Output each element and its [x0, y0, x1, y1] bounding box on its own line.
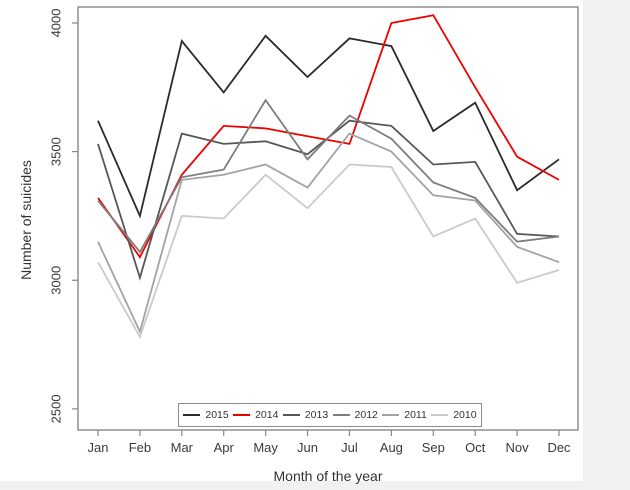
- legend-line-sample: [233, 414, 251, 416]
- x-tick-label: May: [253, 440, 278, 455]
- x-tick-label: Dec: [547, 440, 571, 455]
- y-tick-label: 3500: [49, 137, 64, 166]
- series-line-2015: [97, 34, 560, 219]
- legend-label: 2013: [304, 408, 329, 421]
- y-tick-label: 3000: [49, 266, 64, 295]
- legend-line-sample: [282, 414, 300, 416]
- series-line-2013: [97, 119, 560, 281]
- legend-entry-2015: 2015: [183, 408, 229, 421]
- legend-entry-2014: 2014: [233, 410, 278, 421]
- x-tick-label: Jun: [297, 440, 318, 455]
- y-axis-title: Number of suicides: [18, 160, 34, 280]
- x-tick-label: Mar: [171, 440, 194, 455]
- legend-label: 2012: [354, 408, 378, 421]
- legend-line-sample: [382, 414, 400, 416]
- series-line-2014: [97, 14, 560, 259]
- x-tick-label: Sep: [422, 440, 445, 455]
- legend-line-sample: [332, 414, 350, 416]
- x-tick-label: Jul: [341, 440, 358, 455]
- legend-entry-2010: 2010: [431, 408, 477, 421]
- series-line-2012: [97, 98, 560, 254]
- chart-panel: Jan Feb Mar Apr May Jun Jul Aug Sep Oct Nov Dec 2500…: [0, 0, 583, 484]
- legend-entry-2011: 2011: [382, 410, 427, 421]
- series-line-2011: [97, 132, 560, 335]
- legend-entry-2012: 2012: [332, 408, 378, 421]
- series-line-2010: [97, 163, 560, 340]
- y-tick-label: 2500: [49, 394, 64, 423]
- legend-label: 2015: [205, 408, 229, 421]
- legend: 2015 2014 2013 2012 2011 2010: [178, 403, 482, 427]
- chart-plot: Jan Feb Mar Apr May Jun Jul Aug Sep Oct Nov Dec 2500…: [49, 6, 579, 455]
- x-tick-label: Nov: [506, 440, 530, 455]
- x-tick-label: Feb: [129, 440, 151, 455]
- legend-line-sample: [431, 414, 449, 416]
- x-axis-title: Month of the year: [273, 468, 383, 484]
- y-tick-label: 4000: [49, 8, 64, 37]
- plot-border: [77, 6, 579, 431]
- legend-label: 2010: [453, 408, 477, 421]
- x-tick-label: Aug: [380, 440, 403, 455]
- legend-label: 2014: [255, 408, 279, 421]
- legend-label: 2011: [404, 408, 427, 421]
- legend-entry-2013: 2013: [282, 408, 329, 421]
- legend-line-sample: [183, 414, 201, 416]
- x-tick-label: Oct: [465, 440, 486, 455]
- x-tick-label: Apr: [214, 440, 235, 455]
- x-tick-label: Jan: [88, 440, 109, 455]
